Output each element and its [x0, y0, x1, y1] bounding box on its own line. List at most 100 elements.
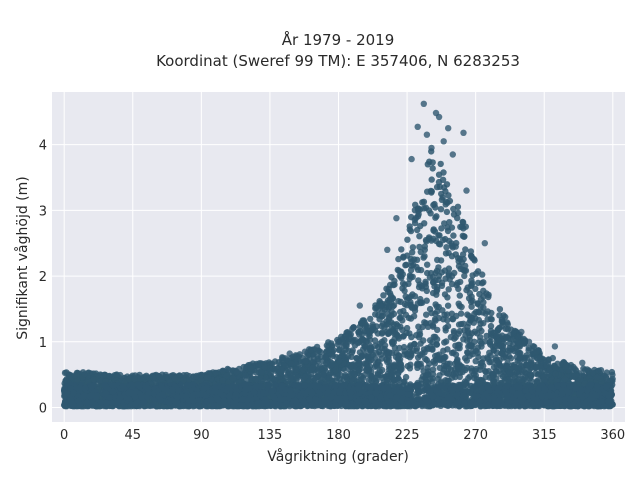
data-point [409, 249, 416, 256]
data-point [484, 308, 491, 315]
data-point [299, 366, 307, 374]
data-point [404, 296, 411, 303]
data-point [294, 374, 301, 381]
data-point [477, 303, 484, 310]
data-point [442, 327, 449, 334]
data-point [376, 348, 383, 356]
data-point [492, 354, 499, 362]
data-point [411, 207, 419, 214]
data-point [454, 364, 461, 371]
data-point [403, 302, 410, 309]
data-point [433, 336, 441, 343]
data-point [512, 363, 519, 371]
data-point [527, 371, 534, 378]
data-point [419, 373, 427, 380]
data-point [410, 347, 417, 354]
data-point [328, 362, 335, 369]
data-point [113, 371, 120, 378]
data-point [395, 255, 402, 263]
data-point [465, 343, 472, 350]
data-point [483, 290, 490, 297]
data-point [445, 249, 452, 257]
data-point [414, 354, 422, 361]
data-point [510, 341, 517, 348]
data-point [442, 198, 450, 205]
data-point [456, 292, 463, 299]
data-point [416, 233, 423, 240]
data-point [446, 219, 453, 226]
data-point [409, 244, 417, 251]
data-point [242, 372, 249, 379]
data-point [417, 266, 425, 274]
data-point [435, 264, 442, 271]
data-point [368, 373, 375, 380]
data-point [390, 339, 397, 346]
data-point [434, 256, 441, 264]
data-point [296, 351, 303, 358]
data-point [457, 310, 465, 317]
data-point [367, 315, 374, 323]
data-point [410, 313, 418, 320]
data-point [407, 227, 415, 235]
data-point [100, 371, 108, 379]
data-point [609, 375, 616, 383]
data-point [552, 364, 559, 371]
data-point [257, 377, 264, 385]
data-point [398, 246, 405, 253]
data-point [477, 296, 485, 303]
data-point [435, 171, 443, 178]
data-point [71, 372, 79, 379]
data-point [353, 355, 360, 362]
data-point [442, 235, 449, 243]
data-point [438, 190, 445, 198]
data-point [463, 357, 470, 364]
data-point [422, 283, 430, 291]
data-point [533, 348, 540, 355]
data-point [478, 280, 486, 287]
data-point [428, 176, 435, 183]
data-point [309, 364, 316, 372]
data-point [316, 363, 324, 370]
data-point [495, 359, 502, 367]
data-point [363, 337, 370, 344]
data-point [312, 374, 319, 382]
data-point [379, 329, 386, 336]
data-point [307, 346, 314, 354]
data-point [176, 372, 183, 379]
data-point [386, 289, 394, 297]
data-point [462, 246, 469, 253]
data-point [608, 368, 616, 376]
data-point [448, 224, 456, 231]
data-point [203, 374, 211, 381]
data-point [456, 373, 463, 380]
data-point [455, 262, 463, 270]
data-point [427, 187, 435, 195]
data-point [384, 310, 391, 317]
data-point [456, 327, 464, 335]
data-point [446, 276, 453, 283]
data-point [405, 314, 412, 322]
data-point [478, 359, 486, 366]
data-point [320, 370, 327, 378]
data-point [212, 369, 219, 376]
data-point [459, 251, 467, 258]
data-point [510, 378, 517, 386]
data-point [455, 285, 462, 293]
data-point [451, 269, 458, 277]
data-point [396, 314, 403, 322]
data-point [490, 346, 497, 354]
data-point [426, 337, 434, 344]
data-point [247, 365, 255, 372]
data-point [433, 213, 440, 220]
data-point [332, 366, 339, 374]
data-point [319, 358, 326, 365]
data-point [449, 315, 456, 323]
data-point [505, 347, 512, 354]
data-point [467, 248, 475, 255]
data-point [302, 357, 309, 364]
data-point [427, 343, 434, 350]
data-point [473, 330, 481, 337]
data-point [351, 342, 359, 349]
data-point [223, 372, 230, 379]
